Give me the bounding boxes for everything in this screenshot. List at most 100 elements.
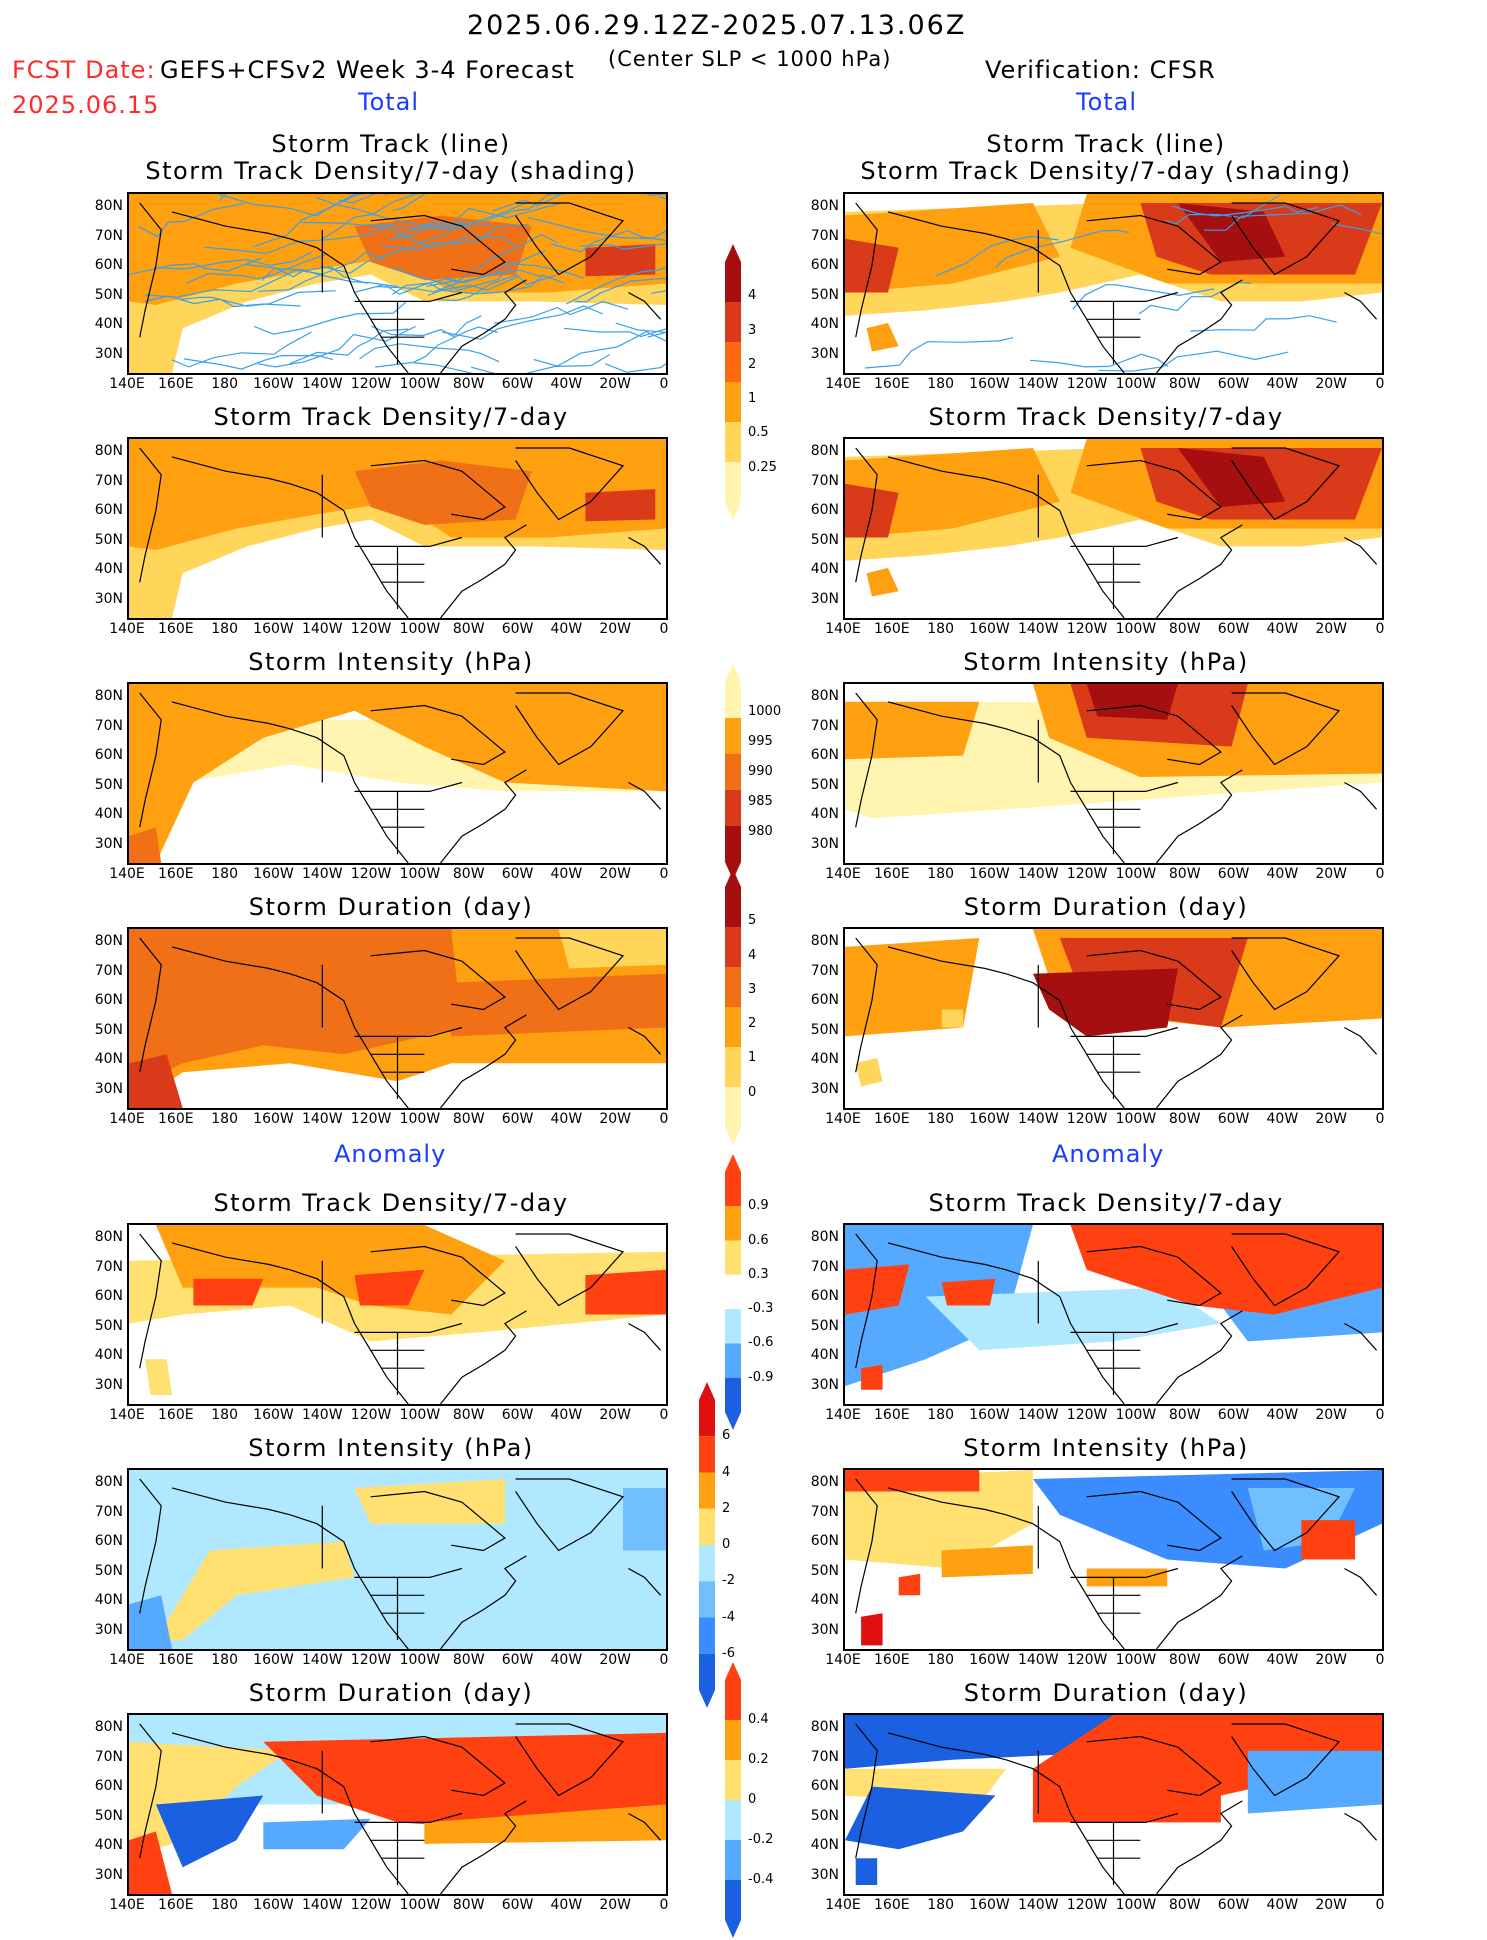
x-tick-label: 20W <box>599 866 632 882</box>
panel-title-anom-density-right: Storm Track Density/7-day <box>928 1189 1284 1217</box>
x-tick-label: 20W <box>1315 866 1348 882</box>
x-tick-labels: 140E 160E 180 160W 140W 120W 100W 80W 60W 40W 20W 0 <box>109 376 668 392</box>
colorbar-segment <box>725 682 741 718</box>
colorbar-segment <box>725 382 741 422</box>
panel-title-anom-intensity-left: Storm Intensity (hPa) <box>248 1434 534 1462</box>
y-tick-label: 40N <box>810 1592 839 1608</box>
colorbar-arrow-bottom <box>699 1690 715 1708</box>
map-panel-r5-right <box>843 1223 1384 1406</box>
y-tick-label: 40N <box>94 561 123 577</box>
x-tick-label: 100W <box>1115 1652 1157 1668</box>
storm-track-line <box>338 194 377 204</box>
map-svg <box>845 439 1382 618</box>
y-tick-label: 60N <box>810 1778 839 1794</box>
shaded-region <box>861 1364 883 1390</box>
coastline <box>1070 781 1179 793</box>
x-tick-label: 0 <box>1375 1652 1385 1668</box>
storm-track-line <box>864 337 1014 369</box>
shaded-region <box>845 1264 910 1315</box>
x-tick-labels: 140E 160E 180 160W 140W 120W 100W 80W 60W 40W 20W 0 <box>825 1111 1384 1127</box>
colorbar-label: 990 <box>748 764 773 779</box>
y-tick-label: 40N <box>810 561 839 577</box>
coastline <box>1086 1735 1222 1797</box>
coastline <box>515 692 625 766</box>
storm-track-line <box>1166 194 1280 225</box>
coastline <box>1156 1800 1243 1894</box>
colorbar-label: -0.2 <box>748 1832 774 1847</box>
x-tick-label: 180 <box>211 621 238 637</box>
colorbar-arrow-bottom <box>725 1920 741 1938</box>
coastline <box>1156 769 1243 863</box>
shaded-region <box>1032 1715 1382 1823</box>
colorbar-arrow-bottom <box>725 502 741 520</box>
shaded-region <box>451 973 666 1037</box>
coastline <box>1344 1026 1378 1055</box>
colorbar-segment <box>725 1240 741 1275</box>
coastline <box>515 447 625 521</box>
coastline <box>1344 781 1378 810</box>
x-tick-label: 140W <box>301 1111 343 1127</box>
coastline <box>1070 1567 1179 1579</box>
shaded-region <box>129 1831 172 1894</box>
panel-title-track-line-right: Storm Track (line) <box>986 130 1226 158</box>
x-tick-label: 160W <box>969 1652 1010 1668</box>
colorbar-total-density <box>725 244 741 520</box>
x-tick-label: 0 <box>1375 376 1385 392</box>
colorbar-arrow-top <box>725 1154 741 1172</box>
colorbar-label: 4 <box>748 947 757 963</box>
x-tick-label: 140W <box>301 866 343 882</box>
coastline <box>370 214 506 276</box>
x-tick-label: 0 <box>1375 1407 1385 1423</box>
shaded-region <box>585 244 656 277</box>
y-tick-label: 50N <box>810 1317 839 1334</box>
coastline <box>887 456 1007 485</box>
colorbar-segment <box>699 1508 715 1545</box>
colorbar-segment <box>725 754 741 790</box>
y-tick-label: 60N <box>94 1778 123 1794</box>
colorbar-anomaly-duration <box>725 1662 741 1938</box>
colorbar-label: 980 <box>748 824 773 839</box>
x-tick-label: 40W <box>1266 1652 1299 1668</box>
x-tick-label: 60W <box>1217 621 1250 637</box>
x-tick-label: 120W <box>1066 1407 1108 1423</box>
coastline <box>628 781 662 810</box>
y-tick-label: 50N <box>94 1021 123 1038</box>
y-tick-label: 30N <box>94 1866 123 1883</box>
x-tick-label: 160W <box>253 1111 294 1127</box>
colorbar-segment <box>699 1400 715 1437</box>
x-tick-labels: 140E 160E 180 160W 140W 120W 100W 80W 60W 40W 20W 0 <box>825 376 1384 392</box>
shaded-region <box>129 1595 172 1649</box>
y-tick-label: 80N <box>810 1719 839 1735</box>
colorbar-label: 2 <box>748 356 757 372</box>
x-tick-label: 20W <box>599 1897 632 1913</box>
shaded-region <box>1070 1225 1382 1315</box>
colorbar-segment <box>699 1653 715 1690</box>
y-tick-label: 70N <box>94 1748 123 1765</box>
x-tick-label: 80W <box>452 1897 485 1913</box>
x-tick-label: 140E <box>109 1407 145 1423</box>
x-tick-label: 80W <box>452 1652 485 1668</box>
coastline <box>1344 1567 1378 1596</box>
colorbar-segment <box>725 1800 741 1840</box>
colorbar-label: -2 <box>722 1573 735 1589</box>
coastline <box>1344 291 1378 320</box>
coastline <box>1070 291 1179 303</box>
coastline <box>628 291 662 320</box>
coastline <box>440 769 527 863</box>
coastline <box>1086 1490 1222 1552</box>
coastline <box>628 536 662 565</box>
storm-track-line <box>392 194 426 212</box>
map-panel-r4-left <box>127 927 668 1110</box>
colorbar-label: 5 <box>748 913 757 929</box>
x-tick-label: 60W <box>1217 866 1250 882</box>
y-tick-label: 60N <box>810 992 839 1008</box>
storm-track-line <box>171 331 312 368</box>
colorbar-segment <box>725 1007 741 1047</box>
coastline <box>354 536 463 548</box>
coastline <box>440 1800 527 1894</box>
panel-title-density-left: Storm Track Density/7-day <box>213 403 569 431</box>
x-tick-label: 40W <box>550 1652 583 1668</box>
y-tick-label: 50N <box>94 1562 123 1579</box>
shaded-region <box>354 1269 425 1306</box>
y-tick-label: 60N <box>810 502 839 518</box>
